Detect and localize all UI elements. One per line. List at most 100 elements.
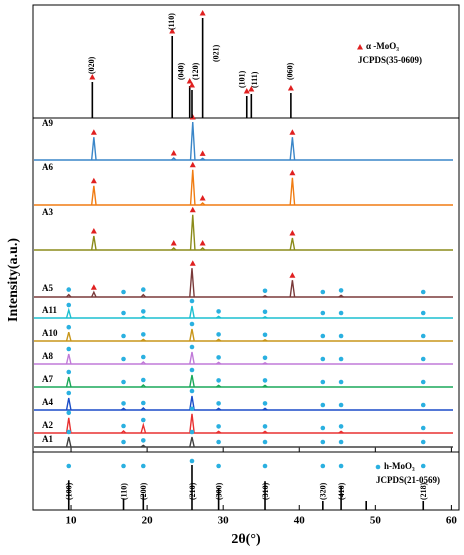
x-tick-label: 30	[218, 515, 230, 527]
peak-label: (021)	[211, 44, 220, 62]
alpha-marker	[170, 150, 177, 156]
peak-label: (060)	[286, 62, 295, 80]
h-marker	[338, 356, 344, 362]
peak	[189, 436, 195, 448]
peak	[289, 237, 296, 251]
peak-label: (111)	[250, 71, 259, 88]
x-tick-label: 60	[446, 515, 458, 527]
h-marker	[216, 332, 221, 337]
peak-label: (200)	[139, 482, 148, 500]
peak-label: (300)	[214, 482, 223, 500]
h-marker	[141, 438, 146, 443]
peak	[216, 361, 222, 365]
alpha-marker	[199, 150, 206, 156]
x-tick-label: 20	[142, 515, 154, 527]
y-axis-label: Intensity(a.u.)	[6, 238, 21, 322]
h-marker	[320, 310, 326, 316]
h-marker	[216, 355, 221, 360]
alpha-marker	[287, 85, 294, 91]
series-label: A1	[42, 434, 53, 444]
peak	[91, 290, 97, 298]
peak	[189, 214, 196, 251]
peak	[189, 169, 196, 206]
h-marker	[121, 356, 126, 362]
h-marker	[262, 332, 268, 338]
h-marker	[320, 333, 326, 339]
h-marker	[320, 439, 326, 445]
h-marker	[320, 289, 326, 295]
h-marker	[262, 401, 268, 406]
legend-marker	[375, 464, 381, 470]
series-label: A11	[42, 305, 58, 315]
peak	[65, 376, 72, 388]
peak	[216, 407, 222, 411]
series-label: A9	[42, 118, 53, 128]
peak	[140, 407, 146, 411]
h-marker	[121, 289, 126, 295]
h-marker	[216, 424, 221, 429]
series-label: A4	[42, 397, 53, 407]
peak	[120, 407, 127, 411]
alpha-marker	[90, 228, 97, 234]
h-marker	[141, 377, 146, 383]
peak	[289, 137, 296, 161]
alpha-marker	[189, 161, 196, 168]
peak	[171, 247, 177, 251]
peak	[65, 397, 72, 411]
x-axis-label: 2θ(°)	[231, 532, 261, 547]
alpha-marker	[189, 260, 196, 266]
h-marker	[141, 400, 146, 406]
peak	[189, 121, 196, 161]
peak	[262, 407, 268, 411]
middle-panel-frame	[32, 117, 460, 453]
alpha-marker	[89, 74, 96, 80]
h-marker	[66, 390, 72, 396]
h-marker	[338, 333, 344, 339]
alpha-marker	[289, 230, 296, 236]
x-tick-label: 10	[66, 515, 78, 527]
peak	[262, 362, 268, 365]
h-marker	[121, 423, 126, 429]
alpha-marker	[186, 78, 193, 84]
legend-marker	[357, 44, 363, 50]
h-marker	[189, 406, 195, 412]
h-marker	[66, 429, 72, 435]
h-marker	[420, 333, 426, 339]
h-marker	[338, 310, 344, 316]
h-marker	[420, 289, 426, 295]
peak	[199, 202, 206, 206]
x-tick-label: 50	[370, 515, 382, 527]
peak	[140, 444, 146, 448]
peak	[189, 305, 195, 319]
alpha-marker	[188, 82, 195, 88]
peak	[140, 361, 146, 365]
h-marker	[262, 463, 268, 469]
h-marker	[66, 410, 72, 416]
h-marker	[420, 310, 426, 316]
peak-label: (310)	[261, 482, 270, 500]
peak	[262, 430, 268, 434]
legend-source: JCPDS(35-0609)	[358, 55, 422, 65]
h-marker	[121, 463, 126, 469]
h-marker	[66, 463, 72, 469]
peak	[140, 293, 147, 298]
legend-label: α -MoO₃	[366, 41, 399, 51]
series-label: A10	[42, 328, 58, 338]
peak	[289, 177, 296, 206]
h-marker	[189, 367, 195, 373]
h-marker	[262, 288, 268, 294]
h-marker	[121, 333, 126, 339]
h-marker	[320, 425, 326, 431]
h-marker	[189, 298, 195, 304]
peak	[216, 384, 222, 388]
h-marker	[420, 356, 426, 362]
legend-label: h-MoO₃	[384, 461, 415, 471]
peak	[90, 235, 97, 251]
h-marker	[216, 463, 221, 469]
peak	[189, 351, 195, 365]
peak-label: (120)	[191, 62, 200, 80]
peak	[262, 316, 268, 319]
h-marker	[66, 324, 72, 330]
peak	[140, 315, 146, 319]
